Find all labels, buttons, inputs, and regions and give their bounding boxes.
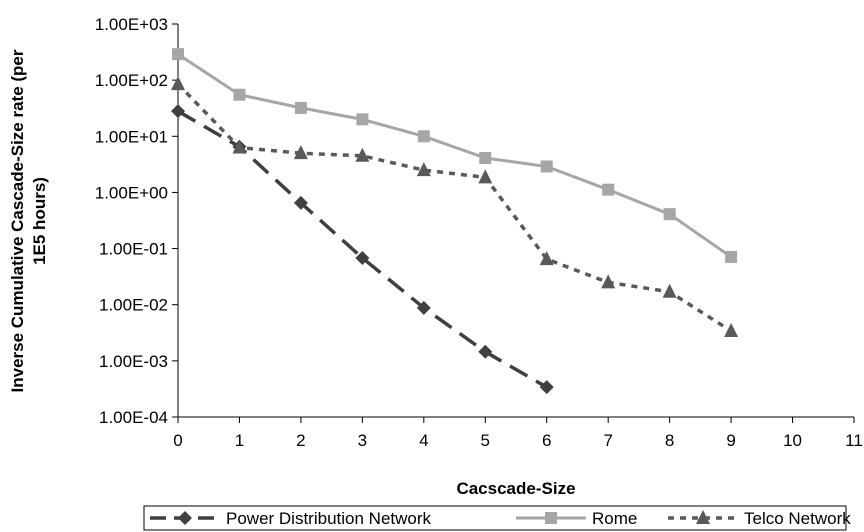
data-point	[662, 283, 677, 298]
data-point	[601, 274, 616, 289]
x-tick-label: 4	[419, 431, 428, 450]
x-axis: 0 1 2 3 4 5 6 7 8 9 10 11	[173, 416, 863, 450]
data-point	[478, 344, 493, 359]
x-tick-label: 0	[173, 431, 182, 450]
data-point	[417, 130, 430, 143]
series-2	[172, 48, 738, 263]
x-tick-label: 6	[542, 431, 551, 450]
legend-entry: Telco Network	[668, 509, 851, 528]
legend-label: Telco Network	[744, 509, 851, 528]
y-axis-title-line1: Inverse Cumulative Cascade-Size rate (pe…	[8, 49, 27, 392]
data-point	[416, 300, 431, 315]
data-point	[478, 169, 493, 184]
x-tick-label: 3	[358, 431, 367, 450]
data-point	[539, 251, 554, 266]
y-tick-label: 1.00E-01	[99, 240, 168, 259]
data-point	[232, 139, 247, 154]
legend-entry: Rome	[516, 509, 637, 528]
y-tick-label: 1.00E+01	[95, 127, 168, 146]
data-point	[479, 152, 492, 165]
data-point	[293, 145, 308, 160]
data-point	[602, 183, 615, 196]
y-tick-label: 1.00E-04	[99, 408, 168, 427]
legend-marker	[178, 511, 192, 525]
data-point	[416, 162, 431, 177]
y-tick-label: 1.00E-02	[99, 296, 168, 315]
legend-entry: Power Distribution Network	[150, 509, 432, 528]
x-tick-label: 11	[845, 431, 863, 450]
legend-marker	[545, 512, 557, 524]
x-tick-label: 10	[783, 431, 802, 450]
series-1	[171, 104, 554, 395]
y-tick-label: 1.00E-03	[99, 352, 168, 371]
legend-label: Rome	[592, 509, 637, 528]
x-axis-title: Cacscade-Size	[456, 479, 575, 498]
data-point	[539, 380, 554, 395]
y-axis: 1.00E-04 1.00E-03 1.00E-02 1.00E-01 1.00E+00…	[95, 15, 179, 427]
data-point	[724, 323, 739, 338]
y-axis-title-line2: 1E5 hours)	[30, 177, 49, 265]
data-point	[294, 101, 307, 114]
legend-label: Power Distribution Network	[226, 509, 432, 528]
data-point	[293, 195, 308, 210]
data-point	[725, 250, 738, 263]
data-point	[663, 208, 676, 221]
data-point	[355, 147, 370, 162]
series-line	[177, 52, 732, 259]
y-tick-label: 1.00E+03	[95, 15, 168, 34]
plot-series	[171, 48, 739, 395]
data-point	[355, 250, 370, 265]
x-tick-label: 1	[235, 431, 244, 450]
y-tick-label: 1.00E+00	[95, 183, 168, 202]
x-tick-label: 5	[481, 431, 490, 450]
data-point	[356, 113, 369, 126]
series-line	[176, 82, 733, 333]
x-tick-label: 9	[726, 431, 735, 450]
series-3	[171, 76, 739, 338]
data-point	[172, 48, 184, 61]
x-tick-label: 2	[296, 431, 305, 450]
data-point	[171, 104, 185, 119]
y-tick-label: 1.00E+02	[95, 71, 168, 90]
data-point	[540, 160, 553, 173]
legend-marker	[696, 510, 710, 524]
x-tick-label: 7	[603, 431, 612, 450]
legend: Power Distribution Network Rome Telco Netw…	[143, 505, 851, 531]
x-tick-label: 8	[665, 431, 674, 450]
data-point	[233, 88, 246, 101]
data-point	[171, 76, 185, 91]
